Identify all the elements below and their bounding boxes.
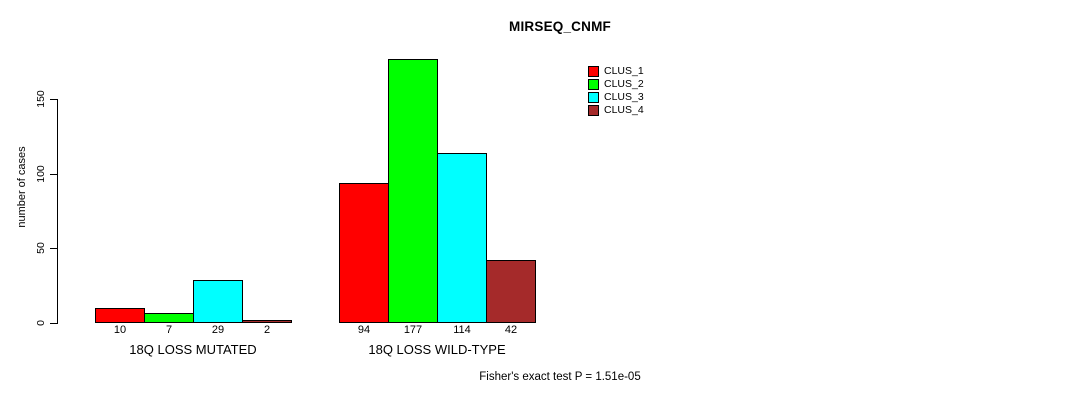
y-axis-label: number of cases xyxy=(16,146,28,228)
y-axis-tick-label: 150 xyxy=(35,90,47,108)
bar xyxy=(437,153,487,323)
category-label: 18Q LOSS WILD-TYPE xyxy=(368,342,506,357)
legend-label: CLUS_3 xyxy=(604,91,644,103)
legend-swatch xyxy=(588,66,599,77)
y-axis-line xyxy=(57,99,58,324)
y-axis-tick xyxy=(50,173,57,175)
y-axis-tick-label: 0 xyxy=(35,320,47,326)
bar xyxy=(95,308,145,323)
legend-label: CLUS_2 xyxy=(604,78,644,90)
bar xyxy=(242,320,292,323)
bar-value-label: 177 xyxy=(403,324,423,336)
bar xyxy=(193,280,243,323)
fisher-test-caption: Fisher's exact test P = 1.51e-05 xyxy=(479,371,641,383)
legend-item: CLUS_4 xyxy=(588,104,644,117)
y-axis-tick-label: 100 xyxy=(35,164,47,183)
legend-swatch xyxy=(588,105,599,116)
legend-item: CLUS_3 xyxy=(588,91,644,104)
bar-value-label: 94 xyxy=(357,324,371,336)
bar-value-label: 2 xyxy=(263,324,271,336)
legend-item: CLUS_2 xyxy=(588,78,644,91)
legend-swatch xyxy=(588,92,599,103)
bar xyxy=(339,183,389,323)
bar-value-label: 29 xyxy=(211,324,225,336)
bar-value-label: 114 xyxy=(453,324,471,336)
legend: CLUS_1 CLUS_2 CLUS_3 CLUS_4 xyxy=(588,65,644,117)
y-axis-tick xyxy=(50,99,57,100)
category-label: 18Q LOSS MUTATED xyxy=(129,342,257,357)
legend-item: CLUS_1 xyxy=(588,65,644,78)
bar xyxy=(486,260,536,323)
chart-title: MIRSEQ_CNMF xyxy=(509,19,611,34)
bar-value-label: 10 xyxy=(113,324,127,336)
y-axis-tick xyxy=(50,323,57,324)
y-axis-tick xyxy=(50,248,57,250)
legend-swatch xyxy=(588,79,599,90)
bar-value-label: 42 xyxy=(504,324,518,336)
bar xyxy=(388,59,438,323)
bar-value-label: 7 xyxy=(165,324,173,336)
legend-label: CLUS_4 xyxy=(604,104,644,116)
legend-label: CLUS_1 xyxy=(604,65,644,77)
y-axis-tick-label: 50 xyxy=(35,242,47,255)
bar xyxy=(144,313,194,323)
